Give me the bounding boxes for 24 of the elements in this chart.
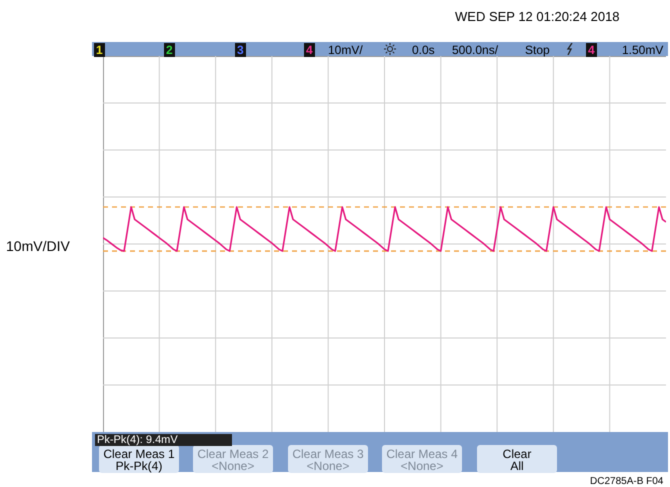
text: Clear Meas 3 <box>291 447 365 461</box>
text: 2 <box>164 43 175 57</box>
text: Clear Meas 2 <box>196 447 270 461</box>
text: Clear <box>502 447 532 461</box>
text: <None> <box>400 459 444 473</box>
text: Clear Meas 1 <box>102 447 176 461</box>
text: Stop <box>525 43 550 57</box>
text: DC2785A-B F04 <box>590 475 664 487</box>
text: 4 <box>586 43 597 57</box>
text: All <box>509 459 525 473</box>
text: 1.50mV <box>622 43 664 57</box>
text: 0.0s <box>412 43 435 57</box>
text: Pk-Pk(4): 9.4mV <box>97 434 178 446</box>
text: 3 <box>235 43 246 57</box>
text: 10mV/ <box>328 43 363 57</box>
text: Pk-Pk(4) <box>114 459 164 473</box>
text: <None> <box>306 459 350 473</box>
text: 1 <box>94 43 105 57</box>
text: 4 <box>304 43 315 57</box>
text: 500.0ns/ <box>452 43 498 57</box>
text: 10mV/DIV <box>6 238 70 254</box>
text: <None> <box>210 459 256 473</box>
text: WED SEP 12 01:20:24 2018 <box>455 9 620 24</box>
text: Clear Meas 4 <box>385 447 459 461</box>
